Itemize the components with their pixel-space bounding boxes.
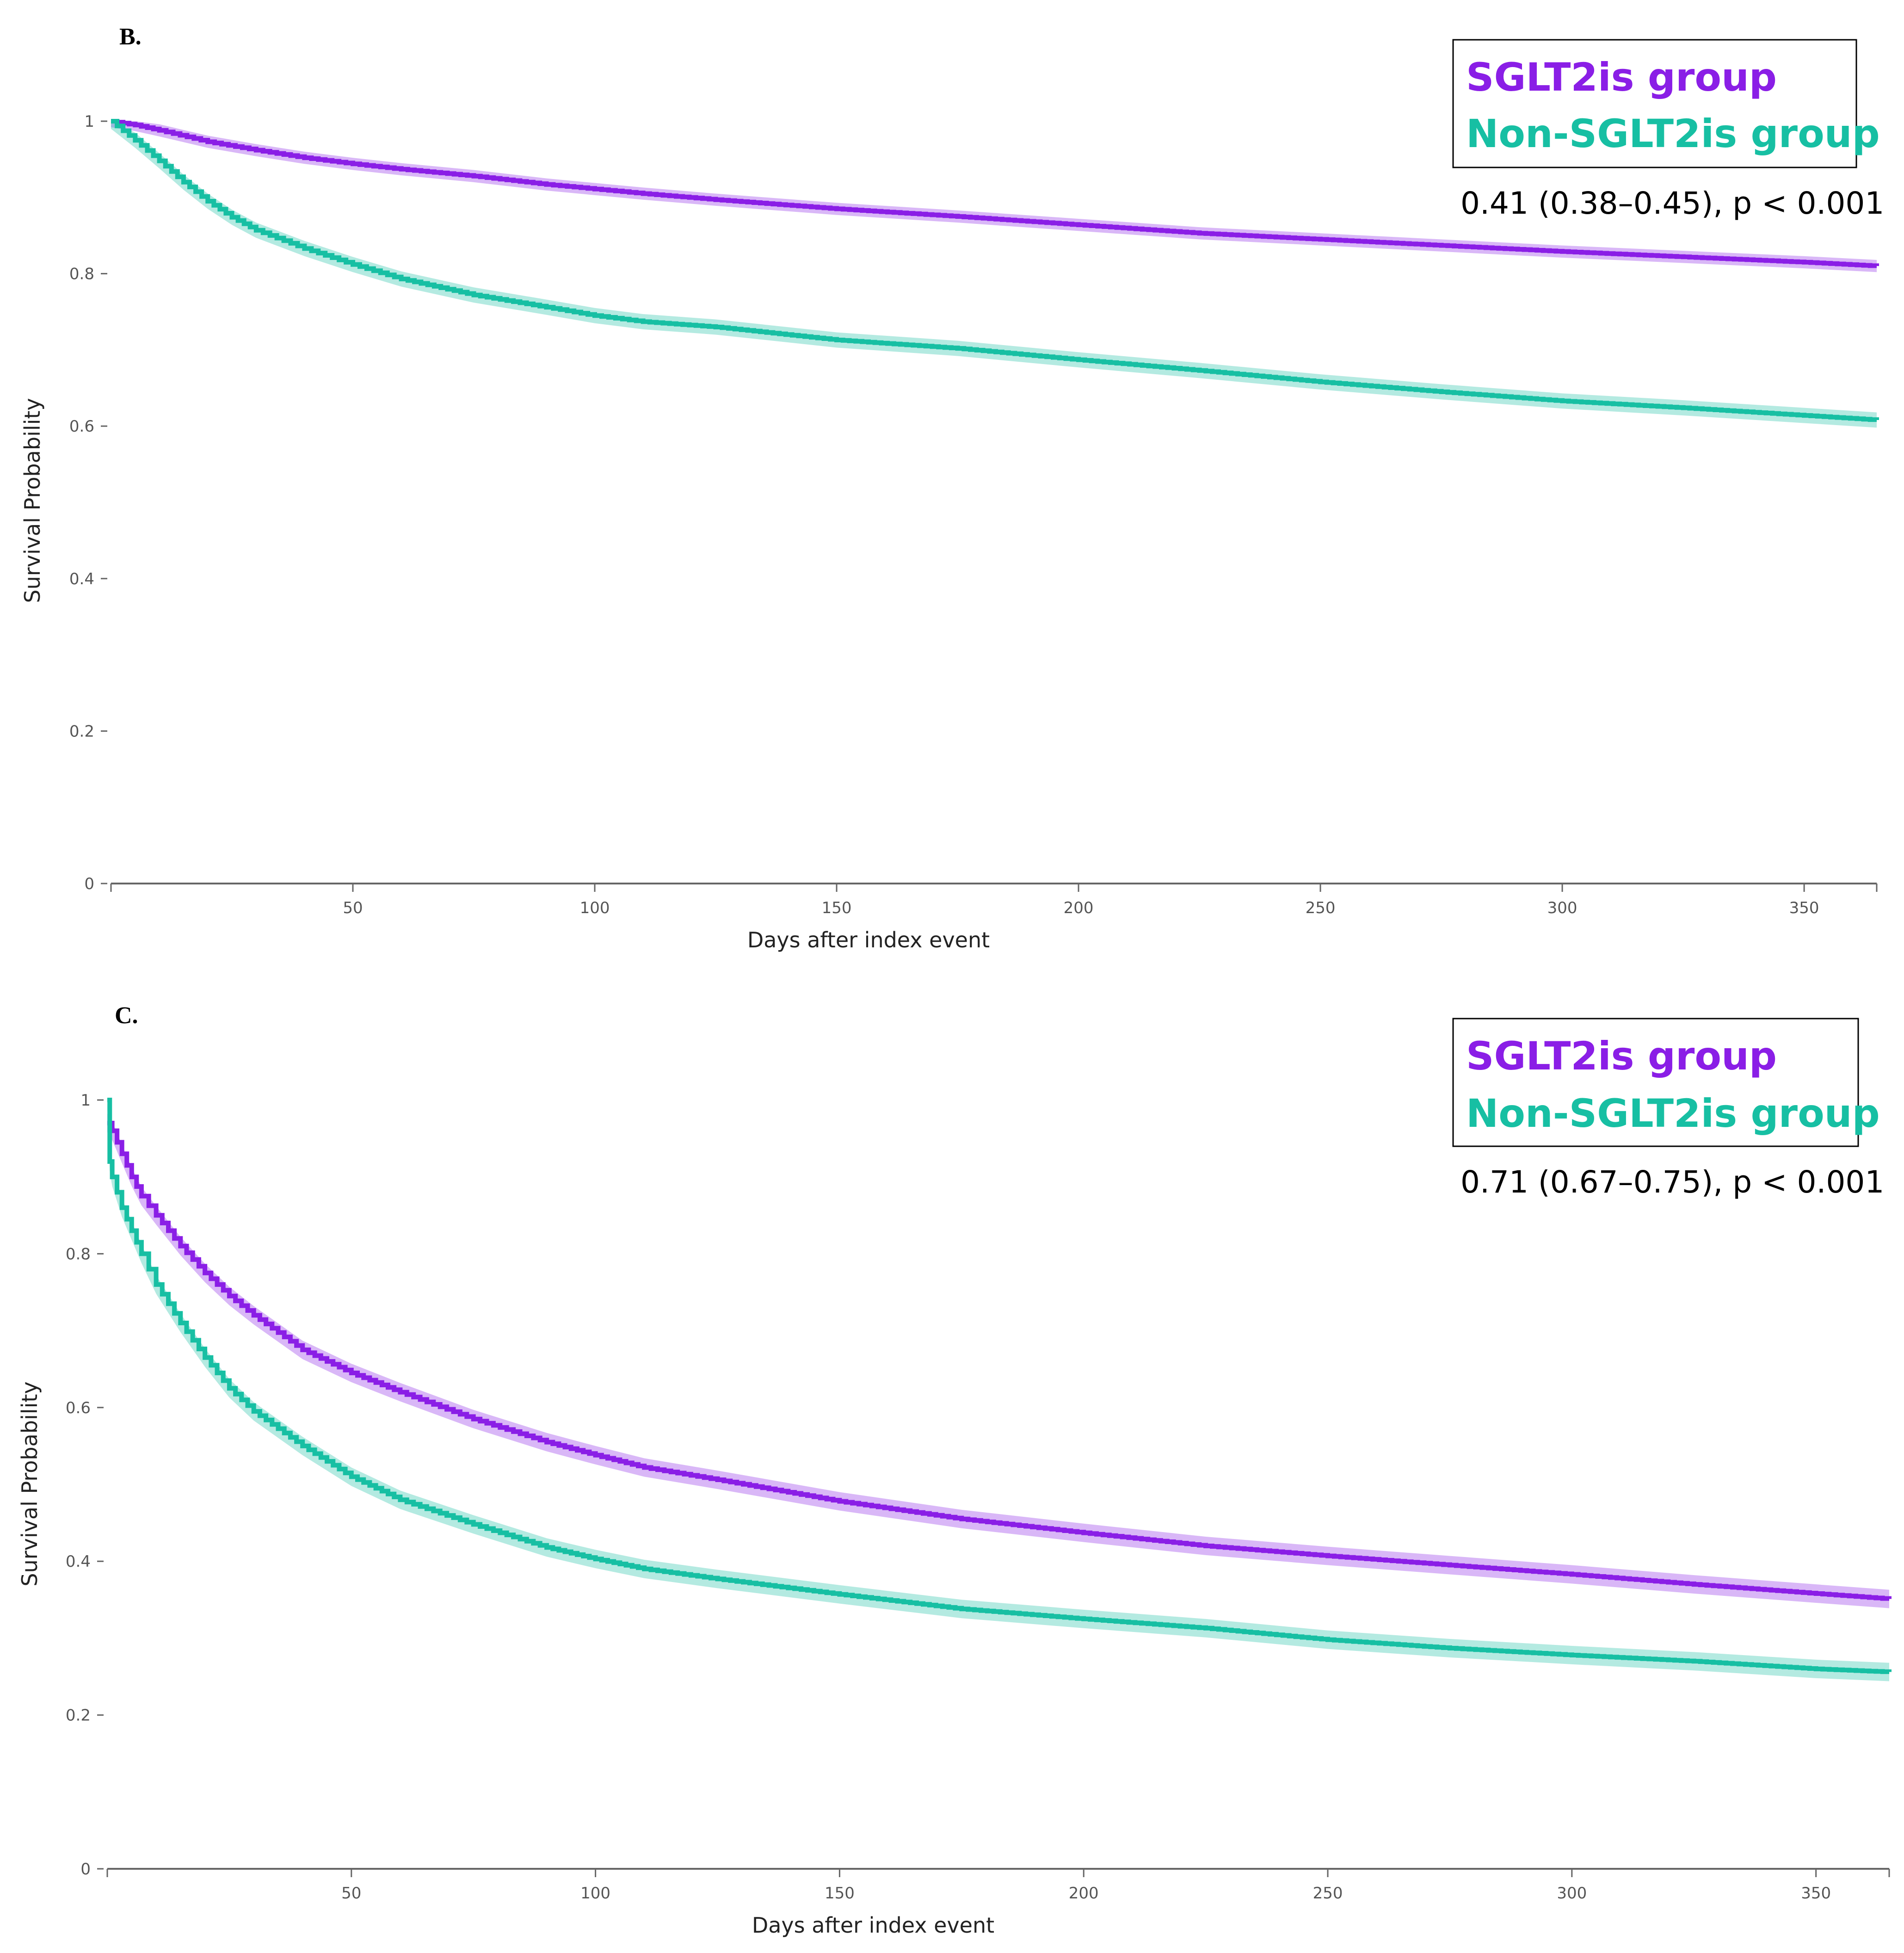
legend-entry-sglt2: SGLT2is group: [1466, 55, 1777, 100]
y-tick-label: 0.8: [69, 265, 94, 284]
panel-letter: B.: [119, 24, 142, 50]
panel-b: B. 0 0.2 0.4 0.6 0.8 1 50 100 150 200 250 300 350 D…: [20, 24, 1884, 952]
x-tick-label: 300: [1557, 1884, 1587, 1903]
series-line-non-sglt2: [107, 1098, 1892, 1674]
y-tick-label: 0.6: [69, 417, 94, 436]
y-tick-label: 0.4: [69, 570, 94, 588]
x-tick-label: 300: [1547, 899, 1577, 917]
x-tick-label: 150: [825, 1884, 855, 1903]
legend-entry-non-sglt2: Non-SGLT2is group: [1466, 1091, 1880, 1136]
y-tick-label: 0: [80, 1860, 91, 1879]
x-tick-label: 100: [580, 1884, 610, 1903]
y-tick-label: 0.2: [66, 1706, 91, 1725]
x-tick-label: 250: [1313, 1884, 1343, 1903]
x-tick-label: 50: [343, 899, 363, 917]
legend-box: [1452, 39, 1857, 168]
x-tick-label: 100: [580, 899, 610, 917]
y-tick-label: 0.6: [66, 1399, 91, 1417]
y-tick-label: 0.4: [66, 1552, 91, 1571]
x-axis: 50 100 150 200 250 300 350: [106, 1869, 1890, 1903]
y-tick-label: 0.2: [69, 722, 94, 741]
hazard-ratio-annotation: 0.41 (0.38–0.45), p < 0.001: [1460, 185, 1884, 221]
x-tick-label: 350: [1801, 1884, 1831, 1903]
legend-box: [1452, 1018, 1859, 1147]
panel-letter: C.: [115, 1002, 138, 1029]
y-tick-label: 0: [84, 875, 94, 893]
y-tick-label: 1: [84, 112, 94, 131]
y-tick-label: 1: [80, 1091, 91, 1110]
hazard-ratio-annotation: 0.71 (0.67–0.75), p < 0.001: [1460, 1164, 1884, 1200]
series-group: [107, 1098, 1892, 1681]
y-axis: 0 0.2 0.4 0.6 0.8 1: [69, 112, 107, 893]
legend-entry-sglt2: SGLT2is group: [1466, 1033, 1777, 1079]
y-axis-title: Survival Probability: [20, 398, 45, 603]
x-tick-label: 50: [341, 1884, 361, 1903]
y-axis-title: Survival Probability: [17, 1381, 42, 1586]
series-group: [111, 119, 1879, 428]
x-tick-label: 200: [1069, 1884, 1099, 1903]
panel-c: C. 0 0.2 0.4 0.6 0.8 1 50 100 150 200 250 300 350 D…: [17, 1002, 1892, 1938]
x-tick-label: 200: [1064, 899, 1094, 917]
x-tick-label: 150: [822, 899, 852, 917]
y-tick-label: 0.8: [66, 1245, 91, 1263]
y-axis: 0 0.2 0.4 0.6 0.8 1: [66, 1091, 104, 1879]
series-line-sglt2: [111, 119, 1879, 268]
x-tick-label: 250: [1306, 899, 1336, 917]
x-tick-label: 350: [1789, 899, 1819, 917]
series-line-sglt2: [107, 1120, 1892, 1601]
legend-entry-non-sglt2: Non-SGLT2is group: [1466, 111, 1880, 156]
series-line-non-sglt2: [111, 119, 1879, 422]
x-axis: 50 100 150 200 250 300 350: [110, 884, 1878, 917]
x-axis-title: Days after index event: [747, 927, 990, 952]
x-axis-title: Days after index event: [752, 1913, 994, 1938]
